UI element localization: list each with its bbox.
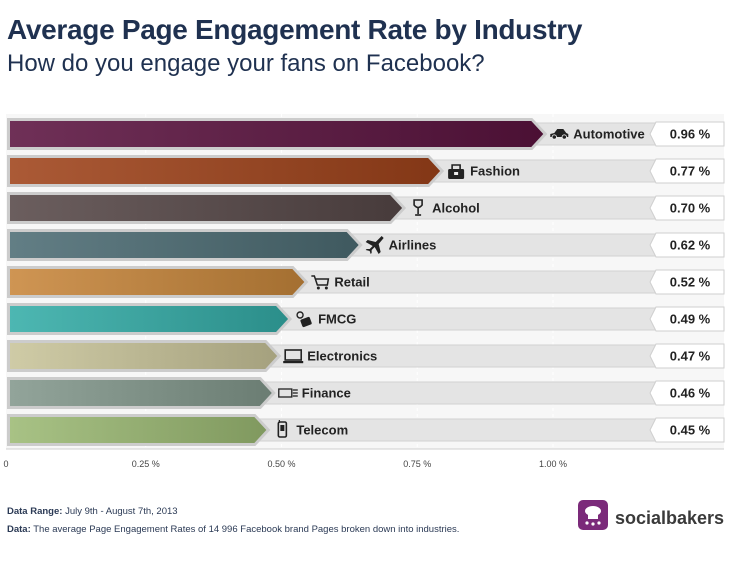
footer-data-value: The average Page Engagement Rates of 14 … [33,524,460,535]
bar [10,343,278,369]
x-tick-label: 0.75 % [403,459,431,469]
x-tick-label: 0.50 % [267,459,295,469]
laptop-icon [283,349,304,364]
value-box [649,269,725,295]
bar-value-label: 0.47 % [670,349,711,364]
bar-value-label: 0.62 % [670,238,711,253]
bar-row-finance: Finance 0.46 % [7,377,725,409]
bar [10,269,305,295]
fmcg-icon [296,311,312,328]
bar-category-label: Finance [302,386,351,401]
footer-data-description: Data: The average Page Engagement Rates … [7,524,459,535]
bar-row-alcohol: Alcohol 0.70 % [7,192,725,224]
car-icon [550,129,569,140]
bar-category-label: Alcohol [432,201,480,216]
bar-value-label: 0.46 % [670,386,711,401]
socialbakers-logo: socialbakers [578,500,728,542]
bar-row-fmcg: FMCG 0.49 % [7,303,725,335]
bar-rows: Automotive 0.96 % Fashion 0.77 % Alcohol 0.70… [7,118,725,446]
mobile-phone-icon [277,420,288,438]
bar-row-fashion: Fashion 0.77 % [7,155,725,187]
chart-title: Average Page Engagement Rate by Industry [7,14,583,45]
airplane-icon [365,236,384,254]
x-tick-label: 0 [3,459,8,469]
chart-subtitle: How do you engage your fans on Facebook? [7,50,485,77]
bar [10,417,267,443]
bar-value-label: 0.96 % [670,127,711,142]
bar-row-retail: Retail 0.52 % [7,266,725,298]
bar [10,158,441,184]
value-box [649,232,725,258]
bar-value-label: 0.52 % [670,275,711,290]
bar-value-label: 0.77 % [670,164,711,179]
bar-row-telecom: Telecom 0.45 % [7,414,725,446]
bar [10,195,403,221]
bar-category-label: Electronics [307,349,377,364]
bar-value-label: 0.45 % [670,423,711,438]
bar [10,121,544,147]
bar-value-label: 0.49 % [670,312,711,327]
footer-data-label: Data: [7,524,31,535]
bar-category-label: Retail [334,275,369,290]
footer-range-value: July 9th - August 7th, 2013 [65,506,178,517]
bar [10,232,359,258]
value-box [649,380,725,406]
x-axis-ticks: 0 0.25 % 0.50 % 0.75 % 1.00 % [3,459,567,469]
value-box [649,306,725,332]
money-icon [278,388,298,398]
bar-value-label: 0.70 % [670,201,711,216]
value-box [649,417,725,443]
value-box [649,343,725,369]
bar-row-airlines: Airlines 0.62 % [7,229,725,261]
value-box [649,121,725,147]
x-tick-label: 0.25 % [132,459,160,469]
bar-row-automotive: Automotive 0.96 % [7,118,725,150]
bar-category-label: Telecom [296,423,348,438]
bar-category-label: Airlines [389,238,437,253]
footer-data-range: Data Range: July 9th - August 7th, 2013 [7,506,178,517]
bar-chart: Automotive 0.96 % Fashion 0.77 % Alcohol 0.70… [3,114,725,469]
brand-name: socialbakers [615,508,725,528]
shopping-cart-icon [311,275,330,290]
x-tick-label: 1.00 % [539,459,567,469]
bar-category-label: FMCG [318,312,356,327]
bar [10,306,289,332]
value-box [649,158,725,184]
wine-glass-icon [413,199,423,216]
bar [10,380,272,406]
chef-hat-icon [578,500,608,530]
bar-row-electronics: Electronics 0.47 % [7,340,725,372]
bar-category-label: Automotive [573,127,645,142]
footer-range-label: Data Range: [7,506,63,517]
value-box [649,195,725,221]
handbag-icon [448,164,465,179]
bar-category-label: Fashion [470,164,520,179]
